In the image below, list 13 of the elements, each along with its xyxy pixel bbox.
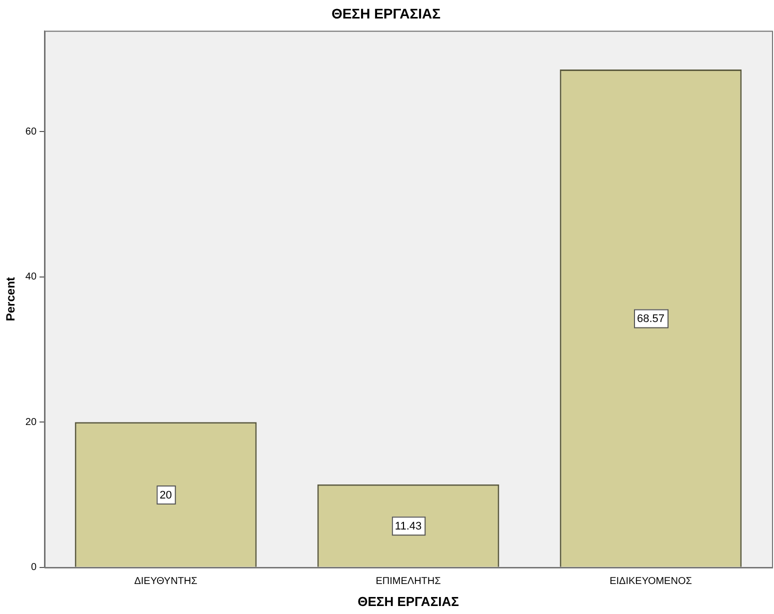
data-label: 20: [160, 490, 172, 502]
data-label: 11.43: [394, 520, 422, 533]
data-label: 68.57: [636, 313, 665, 326]
y-tick-label: 20: [25, 416, 37, 428]
chart-title: ΘΕΣΗ ΕΡΓΑΣΙΑΣ: [331, 5, 441, 22]
x-axis-title: ΘΕΣΗ ΕΡΓΑΣΙΑΣ: [358, 594, 460, 609]
y-tick-label: 60: [25, 126, 37, 138]
x-tick-label: ΕΠΙΜΕΛΗΤΗΣ: [376, 576, 441, 588]
x-tick-label: ΔΙΕΥΘΥΝΤΗΣ: [134, 576, 198, 588]
x-tick-label: ΕΙΔΙΚΕΥΟΜΕΝΟΣ: [610, 576, 692, 588]
y-tick-label: 40: [25, 272, 37, 283]
y-axis-title: Percent: [4, 277, 18, 322]
y-tick-label: 0: [30, 562, 37, 574]
